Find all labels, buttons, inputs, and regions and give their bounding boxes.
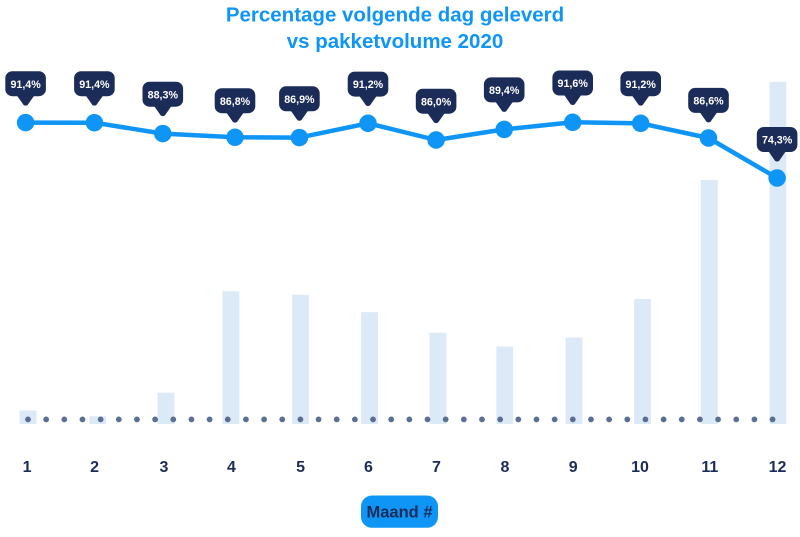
svg-text:89,4%: 89,4% [489,85,520,97]
svg-text:vs pakketvolume 2020: vs pakketvolume 2020 [287,30,504,53]
svg-text:91,2%: 91,2% [353,79,384,91]
svg-text:10: 10 [631,459,649,476]
svg-text:5: 5 [296,459,305,476]
svg-text:2: 2 [90,459,99,476]
svg-text:12: 12 [769,459,787,476]
svg-text:74,3%: 74,3% [762,135,793,147]
svg-text:91,4%: 91,4% [10,79,41,91]
svg-text:91,6%: 91,6% [558,78,589,90]
svg-text:86,9%: 86,9% [284,94,315,106]
svg-text:9: 9 [569,459,578,476]
svg-text:Percentage volgende dag geleve: Percentage volgende dag geleverd [226,4,564,27]
svg-text:11: 11 [701,459,718,476]
svg-text:91,4%: 91,4% [79,79,110,91]
svg-text:3: 3 [160,459,169,476]
svg-text:88,3%: 88,3% [148,89,179,101]
svg-text:86,6%: 86,6% [693,96,724,108]
svg-text:Maand #: Maand # [366,503,432,521]
svg-text:91,2%: 91,2% [626,79,657,91]
svg-text:86,8%: 86,8% [220,96,251,108]
svg-text:1: 1 [23,459,32,476]
svg-text:8: 8 [501,459,510,476]
svg-text:7: 7 [432,459,441,476]
svg-text:6: 6 [364,459,373,476]
svg-text:4: 4 [227,459,236,476]
svg-text:86,0%: 86,0% [421,96,452,108]
